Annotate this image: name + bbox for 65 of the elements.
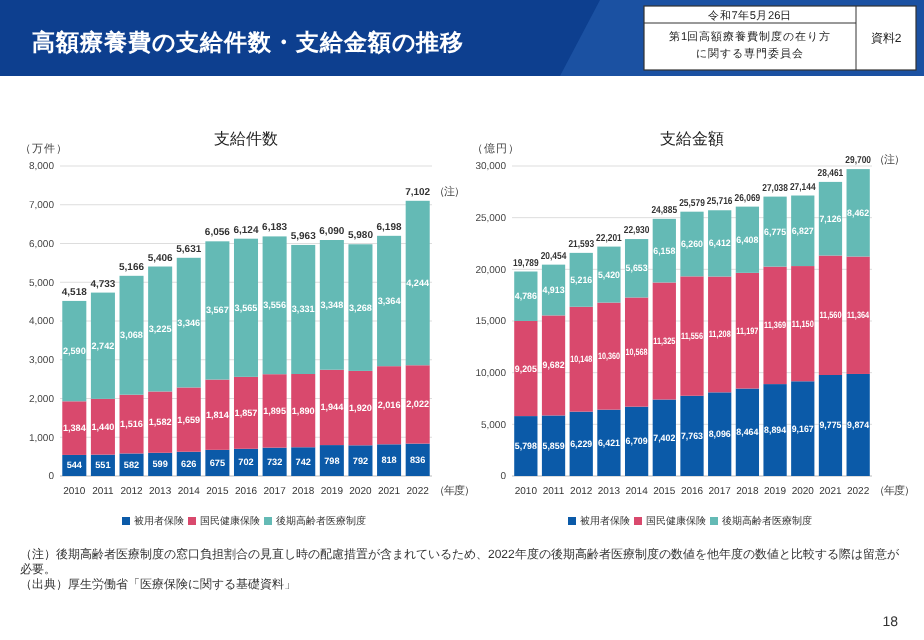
bar bbox=[377, 235, 402, 367]
bar bbox=[319, 369, 344, 446]
chart-title: 支給件数 bbox=[214, 130, 278, 148]
bar bbox=[377, 366, 402, 445]
bar bbox=[791, 195, 815, 267]
bar bbox=[348, 370, 373, 446]
bar bbox=[652, 399, 676, 476]
bar bbox=[148, 266, 173, 392]
bar bbox=[846, 256, 870, 374]
bar bbox=[818, 374, 843, 476]
bar bbox=[514, 416, 538, 476]
bar bbox=[262, 374, 287, 448]
bar bbox=[90, 292, 115, 399]
bar bbox=[708, 276, 732, 393]
bar bbox=[708, 392, 732, 476]
bar bbox=[735, 206, 760, 273]
bar bbox=[205, 379, 230, 450]
bar bbox=[846, 373, 870, 476]
bar bbox=[90, 398, 115, 455]
bar bbox=[176, 387, 201, 452]
bar bbox=[735, 272, 760, 389]
bar bbox=[597, 246, 621, 303]
chart-title: 支給金額 bbox=[660, 130, 724, 148]
bar bbox=[763, 266, 787, 385]
bar bbox=[405, 200, 430, 366]
bar bbox=[597, 302, 621, 410]
bar bbox=[652, 282, 676, 400]
bar bbox=[119, 275, 144, 395]
bar bbox=[405, 365, 430, 444]
bar bbox=[791, 381, 815, 476]
bar bbox=[708, 210, 732, 277]
bar bbox=[62, 401, 87, 455]
bar bbox=[319, 240, 344, 370]
bar bbox=[148, 391, 173, 453]
bar bbox=[348, 244, 373, 371]
bar bbox=[541, 315, 566, 416]
bar bbox=[569, 306, 593, 412]
bar bbox=[735, 388, 760, 476]
bar bbox=[597, 409, 621, 476]
bar bbox=[176, 257, 201, 388]
bar bbox=[680, 276, 704, 396]
bar bbox=[624, 297, 649, 407]
bar bbox=[541, 415, 566, 476]
bar bbox=[233, 238, 259, 377]
bar bbox=[818, 255, 843, 375]
bar bbox=[652, 218, 676, 283]
bar bbox=[262, 236, 287, 375]
bar bbox=[233, 376, 259, 449]
bar bbox=[62, 300, 87, 402]
bar bbox=[846, 169, 870, 257]
bar bbox=[818, 181, 843, 256]
bar bbox=[514, 320, 538, 417]
bar bbox=[205, 241, 230, 380]
bar bbox=[348, 445, 373, 476]
bar bbox=[680, 395, 704, 476]
bar bbox=[791, 266, 815, 382]
bar bbox=[763, 196, 787, 267]
bar bbox=[763, 384, 787, 476]
bar bbox=[119, 394, 144, 454]
bar bbox=[291, 244, 316, 375]
bar bbox=[624, 406, 649, 476]
bar bbox=[569, 411, 593, 476]
bar bbox=[680, 211, 704, 277]
bar bbox=[291, 374, 316, 448]
text: 高額療養費の支給件数・支給金額の推移 bbox=[32, 28, 464, 56]
